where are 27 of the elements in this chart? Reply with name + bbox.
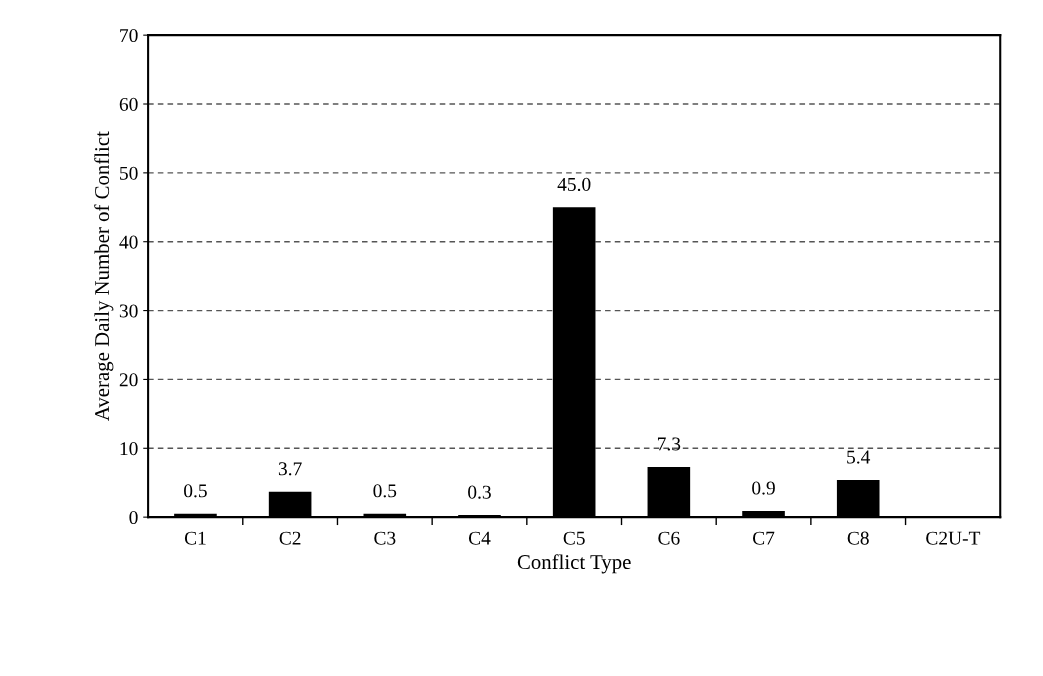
y-tick-label: 40	[119, 235, 138, 249]
x-tick-label: C1	[184, 531, 206, 545]
y-tick-label: 20	[119, 373, 138, 387]
x-axis-title: Conflict Type	[517, 554, 631, 574]
y-tick-label: 50	[120, 166, 138, 180]
y-axis-title: Average Daily Number of Conflict	[94, 131, 114, 421]
y-tick-label: 60	[119, 97, 138, 111]
x-tick-label: C4	[468, 531, 491, 545]
data-label: 0.3	[468, 485, 491, 499]
x-tick-label: C3	[374, 531, 396, 545]
data-label: 0.9	[752, 481, 775, 495]
x-tick-label: C7	[752, 531, 775, 545]
data-label: 3.7	[278, 462, 302, 476]
data-label: 0.5	[184, 484, 207, 498]
x-tick-label: C8	[847, 531, 869, 545]
x-tick-label: C2U-T	[926, 531, 981, 545]
y-tick-label: 10	[120, 442, 138, 456]
y-tick-label: 70	[120, 28, 138, 43]
y-tick-label: 30	[119, 304, 138, 318]
x-tick-label: C6	[658, 531, 680, 545]
data-label: 5.4	[847, 450, 871, 464]
x-tick-label: C2	[279, 531, 301, 545]
y-tick-label: 0	[129, 510, 138, 525]
data-label: 45.0	[557, 177, 591, 192]
x-tick-label: C5	[563, 531, 585, 545]
data-label: 0.5	[373, 484, 397, 498]
data-label: 7.3	[657, 437, 681, 451]
